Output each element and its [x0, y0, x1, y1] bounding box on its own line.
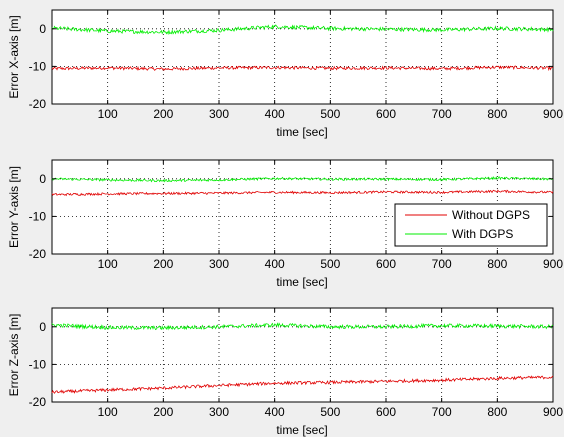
y-tick-label: -20: [29, 247, 47, 261]
y-tick-label: -20: [29, 97, 47, 111]
x-tick-label: 900: [543, 107, 563, 121]
y-axis-label: Error Y-axis [m]: [7, 166, 21, 248]
y-axis-label: Error X-axis [m]: [7, 15, 21, 98]
x-tick-label: 800: [487, 257, 507, 271]
x-tick-label: 900: [543, 405, 563, 419]
series-line-without-dgps: [51, 65, 554, 72]
subplot-y-axis-error: 100 200 300 400 500 600 700 800 900 0 -10 -20 Error…: [7, 159, 563, 289]
x-tick-label: 600: [376, 107, 396, 121]
y-tick-label: -10: [29, 59, 47, 73]
y-tick-label: 0: [39, 172, 46, 186]
series-line-with-dgps: [51, 24, 554, 35]
x-axis-label: time [sec]: [276, 423, 327, 437]
x-tick-label: 400: [265, 107, 285, 121]
series-line-with-dgps: [51, 322, 554, 331]
x-tick-label: 300: [209, 405, 229, 419]
x-tick-label: 800: [487, 405, 507, 419]
series-line-without-dgps: [51, 375, 554, 394]
x-tick-label: 700: [432, 257, 452, 271]
x-tick-label: 400: [265, 257, 285, 271]
y-tick-label: -20: [29, 395, 47, 409]
x-tick-label: 700: [432, 107, 452, 121]
plot-area: [51, 9, 554, 105]
x-tick-label: 500: [320, 257, 340, 271]
plot-area: [51, 307, 554, 403]
x-tick-label: 200: [153, 405, 173, 419]
x-axis-label: time [sec]: [276, 125, 327, 139]
y-tick-label: 0: [39, 22, 46, 36]
x-tick-label: 700: [432, 405, 452, 419]
plot-layer: 100 200 300 400 500 600 700 800 900 0 -10 -20: [29, 308, 563, 419]
legend-label-with-dgps: With DGPS: [452, 227, 513, 241]
x-tick-label: 100: [98, 405, 118, 419]
x-tick-label: 200: [153, 107, 173, 121]
legend: Without DGPS With DGPS: [394, 203, 548, 247]
x-tick-label: 400: [265, 405, 285, 419]
x-tick-label: 600: [376, 405, 396, 419]
subplot-z-axis-error: 100 200 300 400 500 600 700 800 900 0 -10 -20 Error…: [7, 307, 563, 437]
x-tick-label: 600: [376, 257, 396, 271]
series-line-with-dgps: [51, 176, 554, 183]
x-tick-label: 900: [543, 257, 563, 271]
x-tick-label: 200: [153, 257, 173, 271]
x-tick-label: 800: [487, 107, 507, 121]
x-tick-label: 300: [209, 257, 229, 271]
plot-layer: 100 200 300 400 500 600 700 800 900 0 -10 -20: [29, 160, 563, 271]
legend-label-without-dgps: Without DGPS: [452, 208, 530, 222]
subplot-x-axis-error: 100 200 300 400 500 600 700 800 900 0 -10 -20 Error…: [7, 9, 563, 139]
x-axis-label: time [sec]: [276, 275, 327, 289]
plot-layer: 100 200 300 400 500 600 700 800 900 0 -10 -20: [29, 10, 563, 121]
y-axis-label: Error Z-axis [m]: [7, 314, 21, 397]
x-tick-label: 300: [209, 107, 229, 121]
x-tick-label: 500: [320, 405, 340, 419]
x-tick-label: 100: [98, 257, 118, 271]
y-tick-label: -10: [29, 209, 47, 223]
x-tick-label: 100: [98, 107, 118, 121]
y-tick-label: 0: [39, 320, 46, 334]
x-tick-label: 500: [320, 107, 340, 121]
y-tick-label: -10: [29, 357, 47, 371]
legend-box: [394, 203, 548, 247]
series-line-without-dgps: [51, 189, 554, 197]
